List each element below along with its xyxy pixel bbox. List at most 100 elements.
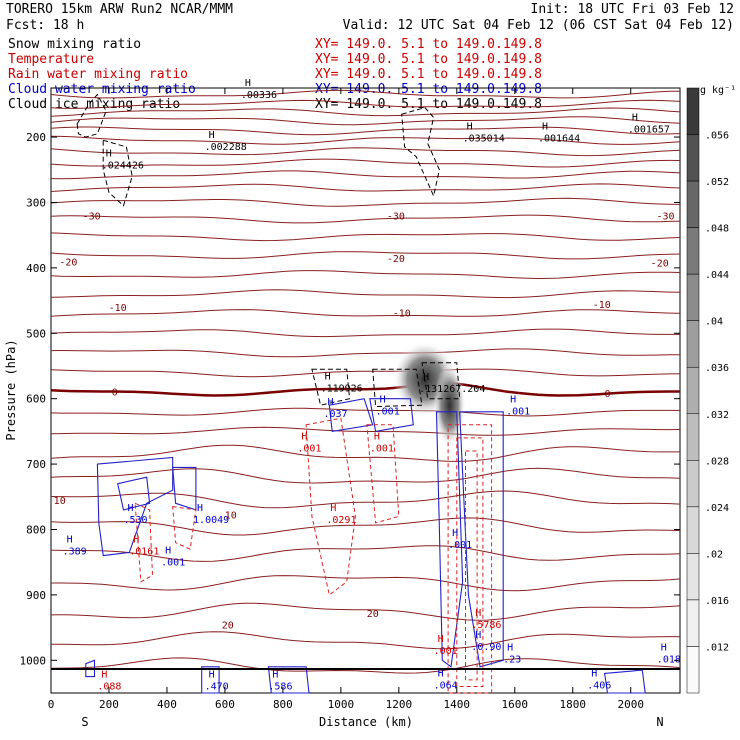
- maximum-value-label: .018: [657, 654, 681, 665]
- temperature-label: -10: [593, 300, 611, 311]
- field-xy-snow: XY= 149.0. 5.1 to 149.0.149.8: [315, 37, 542, 52]
- maximum-marker: H: [127, 503, 133, 514]
- maximum-marker: H: [438, 668, 444, 679]
- rain-water-contour: [456, 437, 484, 687]
- maximum-marker: H: [591, 668, 597, 679]
- temperature-label: 0: [112, 387, 118, 398]
- temperature-contour: [50, 89, 681, 99]
- colorbar-swatch: [686, 599, 700, 647]
- maximum-value-label: .001: [506, 406, 530, 417]
- x-tick-label: 600: [215, 698, 235, 711]
- colorbar-tick-label: .056: [705, 131, 729, 142]
- temperature-contour: [50, 107, 681, 117]
- maximum-marker: H: [272, 670, 278, 681]
- maximum-marker: H: [452, 528, 458, 539]
- maximum-value-label: .001: [434, 646, 458, 657]
- maximum-value-label: .037: [323, 409, 347, 420]
- cloud-water-contour: [435, 411, 464, 668]
- maximum-marker: H: [661, 642, 667, 653]
- colorbar-swatch: [686, 134, 700, 182]
- maximum-value-label: .001: [370, 444, 394, 455]
- header: TORERO 15km ARW Run2 NCAR/MMM Init: 18 U…: [6, 2, 734, 112]
- maximum-marker: H: [423, 372, 429, 383]
- maximum-marker: H: [209, 130, 215, 141]
- x-tick-label: 1800: [560, 698, 587, 711]
- maximum-marker: H: [632, 112, 638, 123]
- maximum-value-label: .064: [434, 680, 458, 691]
- x-tick-label: 1000: [328, 698, 355, 711]
- cloud-ice-contour: [311, 368, 351, 406]
- maximum-marker: H: [325, 371, 331, 382]
- maximum-marker: H: [374, 432, 380, 443]
- cloud-water-contour: [267, 666, 310, 694]
- maximum-marker: H: [510, 394, 516, 405]
- x-axis-south-label: S: [81, 715, 88, 729]
- cloud-water-contour: [369, 398, 414, 433]
- colorbar-swatch: [686, 180, 700, 228]
- cloud-ice-contour: [102, 139, 133, 207]
- colorbar-tick-label: .044: [705, 270, 729, 281]
- maximum-marker: H: [327, 397, 333, 408]
- temperature-contour: [50, 170, 681, 180]
- temperature-label: -10: [393, 308, 411, 319]
- temperature-contour: [50, 232, 681, 242]
- maximum-value-label: .001: [161, 557, 185, 568]
- cloud-ice-contour: [421, 362, 461, 400]
- maximum-value-label: .0161: [129, 546, 159, 557]
- maximum-marker: H: [67, 534, 73, 545]
- maximum-marker: H: [133, 534, 139, 545]
- maximum-marker: H: [106, 148, 112, 159]
- maximum-marker: H: [438, 634, 444, 645]
- temperature-contour: [50, 309, 681, 317]
- colorbar-swatch: [686, 506, 700, 554]
- colorbar-swatch: [686, 366, 700, 415]
- temperature-contour: [51, 631, 681, 650]
- x-tick-label: 1200: [386, 698, 413, 711]
- temperature-contour: [50, 126, 681, 136]
- temperature-contour: [50, 197, 681, 207]
- maximum-value-label: .001: [376, 406, 400, 417]
- y-axis-title: Pressure (hPa): [4, 339, 18, 440]
- y-tick-label: 900: [26, 589, 46, 602]
- colorbar-tick-label: .02: [705, 549, 723, 560]
- maximum-value-label: .131267.204: [419, 384, 485, 395]
- colorbar-tick-label: .052: [705, 177, 729, 188]
- temperature-contour: [50, 158, 681, 168]
- cloud-water-contour: [117, 476, 151, 511]
- colorbar-tick-label: .036: [705, 363, 729, 374]
- maximum-value-label: .389: [63, 546, 87, 557]
- temperature-contour: [50, 545, 681, 562]
- temperature-contour: [50, 657, 681, 674]
- rain-water-contour: [172, 506, 197, 550]
- maximum-value-label: .001657: [628, 124, 670, 135]
- maximum-value-label: .470: [205, 682, 229, 693]
- temperature-label: 20: [367, 609, 379, 620]
- temperature-contours: [50, 89, 681, 674]
- maximum-marker: H: [209, 670, 215, 681]
- contour-labels: -30 -30 -30-20 -20 -20-10 -10-100 010102020H.0…: [54, 78, 681, 693]
- maximum-value-label: .586: [268, 682, 292, 693]
- temperature-contour: [51, 575, 681, 592]
- maximum-marker: H: [475, 630, 481, 641]
- temperature-contour: [50, 467, 681, 484]
- y-tick-label: 600: [26, 393, 46, 406]
- temperature-contour: [50, 116, 681, 126]
- y-tick-label: 700: [26, 458, 46, 471]
- rain-water-contour: [366, 424, 400, 524]
- temperature-label: 20: [222, 620, 234, 631]
- init-time: Init: 18 UTC Fri 03 Feb 12: [531, 2, 735, 17]
- x-axis-north-label: N: [656, 715, 663, 729]
- field-xy-rain: XY= 149.0. 5.1 to 149.0.149.8: [315, 67, 542, 82]
- y-tick-label: 400: [26, 262, 46, 275]
- cloud-water-contour: [603, 669, 646, 694]
- temperature-contour: [50, 270, 681, 280]
- colorbar-swatch: [686, 320, 700, 368]
- colorbar-tick-label: .04: [705, 317, 723, 328]
- maximum-value-label: .001: [297, 444, 321, 455]
- maximum-value-label: .00336: [241, 90, 277, 101]
- x-tick-label: 1600: [502, 698, 529, 711]
- y-tick-label: 500: [26, 327, 46, 340]
- temperature-contour: [50, 135, 681, 145]
- field-label-cloud-water: Cloud water mixing ratio: [8, 82, 196, 97]
- hydrometeor-contours: [76, 93, 646, 694]
